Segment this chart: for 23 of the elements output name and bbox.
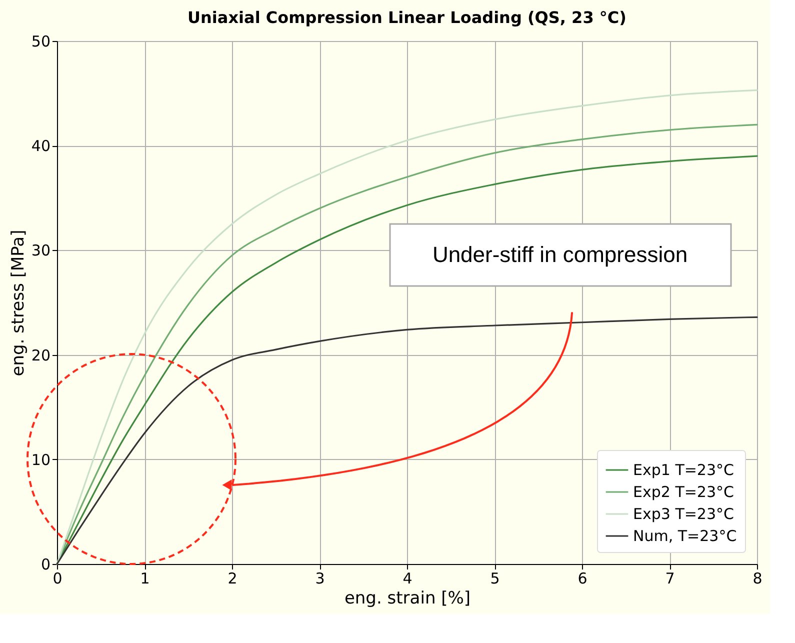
- legend-label: Exp3 T=23°C: [633, 505, 734, 523]
- x-tick-label: 3: [315, 570, 325, 588]
- y-tick-label: 50: [31, 32, 50, 50]
- x-tick-label: 0: [52, 570, 62, 588]
- chart-title: Uniaxial Compression Linear Loading (QS, 23 °C): [188, 8, 626, 27]
- x-tick-label: 7: [665, 570, 675, 588]
- y-axis-title: eng. stress [MPa]: [8, 230, 28, 376]
- x-tick-label: 8: [752, 570, 762, 588]
- x-tick-label: 4: [402, 570, 412, 588]
- x-tick-label: 1: [140, 570, 150, 588]
- x-tick-label: 6: [578, 570, 588, 588]
- x-axis-title: eng. strain [%]: [344, 588, 471, 608]
- x-tick-label: 5: [490, 570, 500, 588]
- legend-label: Exp2 T=23°C: [633, 483, 734, 501]
- legend-label: Exp1 T=23°C: [633, 461, 734, 479]
- x-tick-label: 2: [228, 570, 238, 588]
- annotation: Under-stiff in compression: [432, 242, 688, 267]
- y-tick-label: 20: [31, 346, 50, 364]
- legend-label: Num, T=23°C: [633, 527, 737, 545]
- y-tick-label: 40: [31, 137, 50, 156]
- y-tick-label: 10: [31, 450, 50, 469]
- y-tick-label: 30: [31, 242, 50, 260]
- y-tick-label: 0: [40, 556, 50, 574]
